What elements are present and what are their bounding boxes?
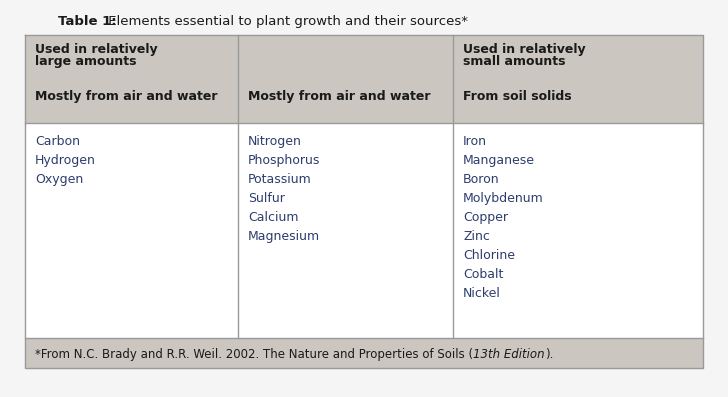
Text: Oxygen: Oxygen [35, 173, 83, 186]
Text: Chlorine: Chlorine [463, 249, 515, 262]
Text: Phosphorus: Phosphorus [248, 154, 320, 167]
Text: Elements essential to plant growth and their sources*: Elements essential to plant growth and t… [104, 15, 468, 28]
Text: Molybdenum: Molybdenum [463, 192, 544, 205]
Bar [25, 35, 703, 123]
Text: Sulfur: Sulfur [248, 192, 285, 205]
Text: Used in relatively: Used in relatively [463, 43, 585, 56]
Bar [25, 123, 703, 338]
Text: Mostly from air and water: Mostly from air and water [248, 90, 430, 103]
Text: Copper: Copper [463, 211, 508, 224]
Text: ).: ). [545, 348, 553, 361]
Text: 13th Edition: 13th Edition [473, 348, 545, 361]
Text: From soil solids: From soil solids [463, 90, 571, 103]
Text: Magnesium: Magnesium [248, 230, 320, 243]
Text: Carbon: Carbon [35, 135, 80, 148]
Text: Used in relatively: Used in relatively [35, 43, 158, 56]
Text: Cobalt: Cobalt [463, 268, 503, 281]
Text: Potassium: Potassium [248, 173, 312, 186]
Text: Nickel: Nickel [463, 287, 501, 300]
Text: Boron: Boron [463, 173, 499, 186]
Text: Table 1:: Table 1: [58, 15, 116, 28]
Text: Zinc: Zinc [463, 230, 490, 243]
Text: Manganese: Manganese [463, 154, 535, 167]
Bar [25, 338, 703, 368]
Text: large amounts: large amounts [35, 55, 137, 68]
Text: Calcium: Calcium [248, 211, 298, 224]
Text: Hydrogen: Hydrogen [35, 154, 96, 167]
Text: Iron: Iron [463, 135, 487, 148]
Text: small amounts: small amounts [463, 55, 566, 68]
Text: *From N.C. Brady and R.R. Weil. 2002. The Nature and Properties of Soils (: *From N.C. Brady and R.R. Weil. 2002. Th… [35, 348, 473, 361]
Text: Mostly from air and water: Mostly from air and water [35, 90, 218, 103]
Text: Nitrogen: Nitrogen [248, 135, 302, 148]
